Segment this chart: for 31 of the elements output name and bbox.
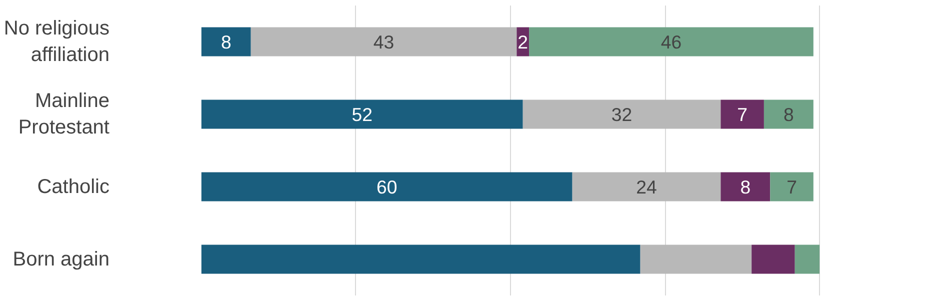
bar bbox=[720, 100, 764, 129]
data-label: 24 bbox=[636, 176, 657, 198]
bar bbox=[794, 244, 820, 274]
y-tick-label: Mainline Protestant bbox=[18, 90, 110, 138]
bar bbox=[572, 172, 721, 202]
bar bbox=[764, 100, 814, 129]
bar bbox=[752, 244, 795, 274]
bar bbox=[201, 100, 523, 129]
y-tick-label: Born again bbox=[12, 248, 110, 270]
data-label: 60 bbox=[376, 176, 398, 198]
y-tick-label: No religious affiliation bbox=[4, 18, 110, 66]
bar bbox=[250, 27, 517, 56]
data-label: 52 bbox=[352, 104, 373, 125]
data-label: 32 bbox=[611, 104, 632, 125]
data-label: 2 bbox=[518, 31, 528, 52]
bar bbox=[640, 244, 752, 274]
data-label: 8 bbox=[740, 176, 751, 198]
y-tick-label: Catholic bbox=[37, 176, 110, 198]
data-label: 7 bbox=[737, 104, 748, 125]
bar bbox=[201, 172, 572, 202]
data-label: 8 bbox=[220, 31, 232, 52]
bar bbox=[770, 172, 814, 202]
data-label: 46 bbox=[660, 31, 682, 52]
data-label: 7 bbox=[786, 176, 797, 198]
bar bbox=[720, 172, 770, 202]
data-label: 43 bbox=[373, 31, 394, 52]
bar bbox=[201, 244, 640, 274]
bar bbox=[529, 27, 814, 56]
bar bbox=[201, 27, 251, 56]
data-label: 8 bbox=[783, 104, 794, 125]
bar bbox=[522, 100, 721, 129]
